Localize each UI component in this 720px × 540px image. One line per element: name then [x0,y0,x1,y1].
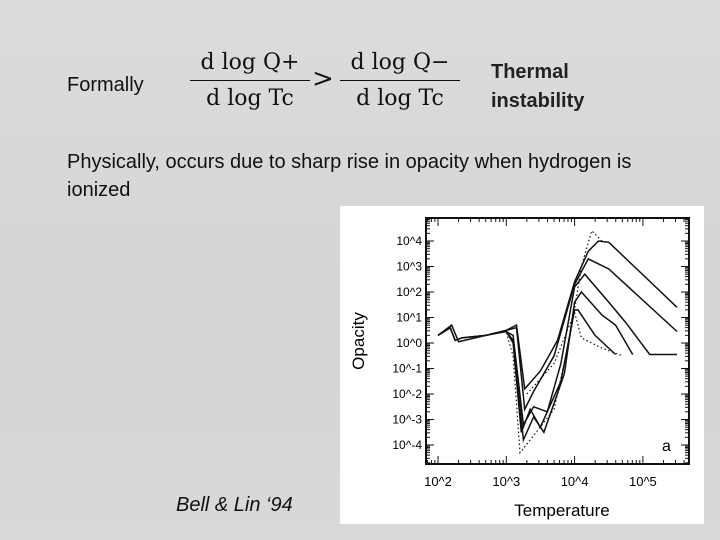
y-tick-label: 10^2 [396,285,422,299]
y-tick-label: 10^0 [396,336,422,350]
y-tick-label: 10^4 [396,234,422,248]
series-line-solid-4 [505,290,634,443]
y-tick-label: 10^-3 [392,413,422,427]
series-line-dotted-1 [505,229,603,455]
plot-frame [425,217,690,465]
opacity-chart: 10^2 10^3 10^4 10^5 10^4 10^3 10^2 10^1 10^0 10^-… [349,217,690,520]
panel-label: a [662,438,671,455]
lhs-numerator: d log Q+ [190,46,310,81]
thermal-instability-formula: d log Q+ d log Tc > d log Q− d log Tc [190,46,460,120]
y-tick-label: 10^1 [396,311,422,325]
greater-than-sign: > [312,64,334,94]
formally-label: Formally [67,74,144,96]
lhs-fraction: d log Q+ d log Tc [190,46,310,115]
rhs-numerator: d log Q− [340,46,460,81]
y-tick-label: 10^-1 [392,362,422,376]
series-line-solid-5 [505,309,617,433]
y-axis-label: Opacity [349,312,368,370]
opacity-figure: 10^2 10^3 10^4 10^5 10^4 10^3 10^2 10^1 10^0 10^-… [340,206,704,524]
x-tick-label: 10^4 [561,474,589,489]
y-tick-label: 10^3 [396,260,422,274]
series-line-solid-1 [437,240,678,391]
y-tick-label: 10^-2 [392,387,422,401]
rhs-fraction: d log Q− d log Tc [340,46,460,115]
x-axis-label: Temperature [514,501,609,520]
series-line-solid-2 [437,257,678,412]
y-tick-label: 10^-4 [392,438,422,452]
thermal-instability-label: Thermal instability [491,58,584,116]
body-text: Physically, occurs due to sharp rise in … [67,151,632,201]
series-line-dotted-2 [526,310,623,395]
lhs-denominator: d log Tc [206,86,294,111]
label-line-1: Thermal [491,61,569,83]
x-tick-label: 10^5 [629,474,657,489]
label-line-2: instability [491,90,585,112]
x-tick-label: 10^3 [492,474,520,489]
series-line-solid-3 [437,273,677,427]
rhs-denominator: d log Tc [356,86,444,111]
citation: Bell & Lin ‘94 [176,494,293,516]
x-tick-label: 10^2 [424,474,452,489]
